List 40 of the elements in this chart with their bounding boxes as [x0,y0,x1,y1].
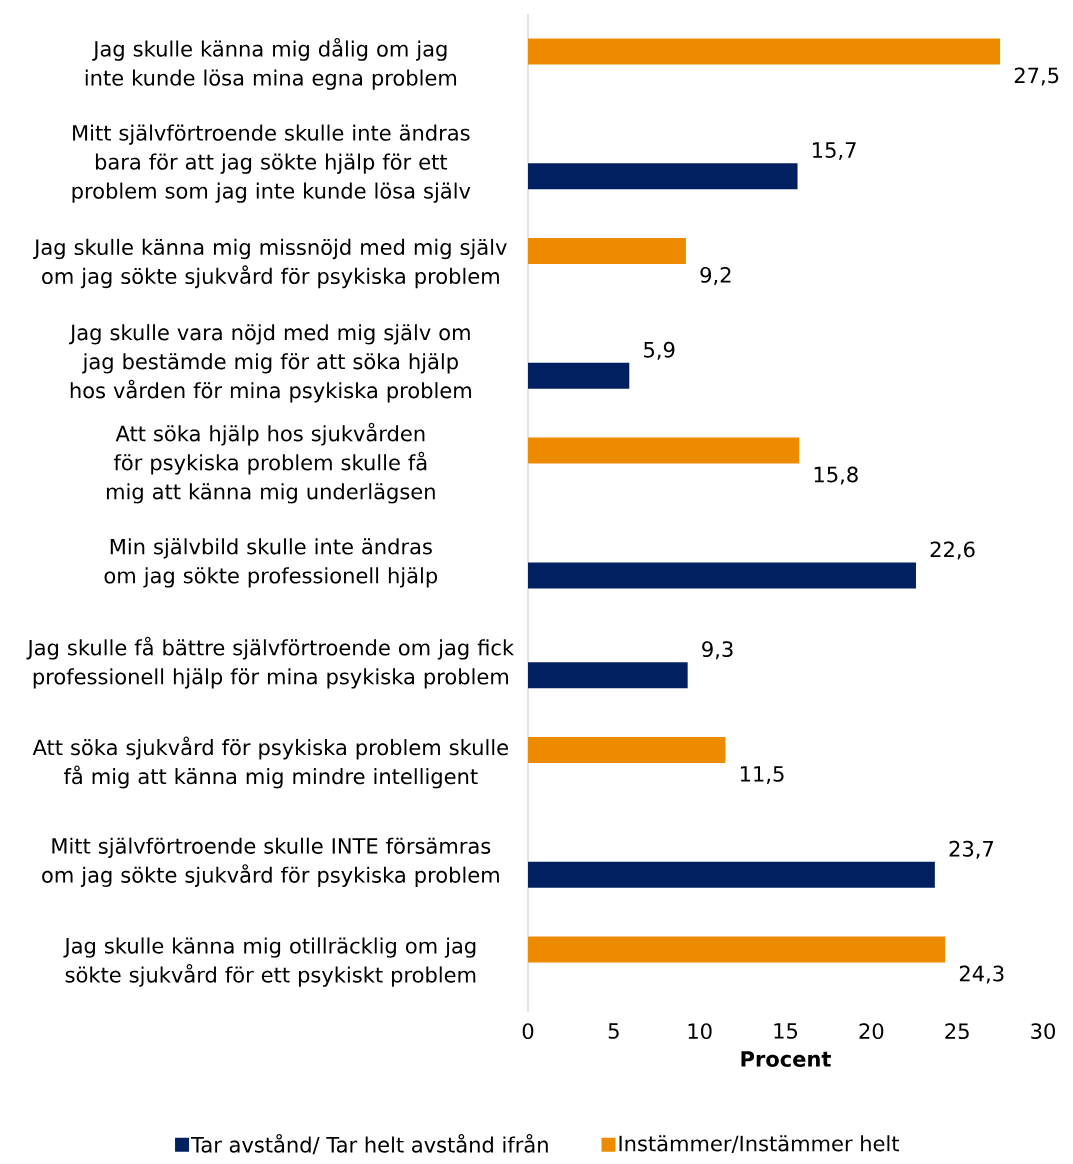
data-label: 15,8 [814,466,858,485]
y-tick-label: Mitt självförtroende skulle INTE försämras om jag sökte sjukvård för psykiska problem [42,837,499,887]
x-tick-label: 25 [945,1023,969,1040]
bar [528,437,800,464]
legend-label: Instämmer/Instämmer helt [619,1135,900,1154]
data-label: 9,3 [702,641,733,660]
bar [528,163,798,190]
bar [528,38,1001,65]
data-label: 22,6 [930,541,975,560]
x-tick-label: 5 [608,1023,619,1039]
bar [528,936,946,963]
y-tick-label: Att söka hjälp hos sjukvården för psykiska problem skulle få mig att känna mig underlägsen [106,422,435,504]
data-label: 9,2 [700,266,731,286]
data-label: 11,5 [740,766,784,784]
data-label: 23,7 [949,840,994,859]
x-tick-label: 15 [774,1023,798,1039]
data-label: 27,5 [1014,67,1059,86]
x-tick-label: 0 [522,1023,534,1040]
bar [528,238,686,264]
y-tick-label: Jag skulle vara nöjd med mig själv om jag bestämde mig för att söka hjälp hos vården för mina psykiska problem [69,324,471,403]
data-label: 24,3 [959,965,1004,984]
y-tick-label: Jag skulle få bättre självförtroende om jag fick professionell hjälp för mina psykiska problem [26,636,515,689]
x-axis-title: Procent [741,1051,831,1067]
bar [528,662,688,689]
y-tick-label: Jag skulle känna mig missnöjd med mig själv om jag sökte sjukvård för psykiska problem [33,238,507,289]
bar [528,861,935,888]
bar [528,562,916,589]
y-tick-label: Att söka sjukvård för psykiska problem skulle få mig att känna mig mindre intelligent [32,736,508,789]
y-tick-label: Mitt självförtroende skulle inte ändras bara för att jag sökte hjälp för ett problem som jag inte kunde lösa själv [72,124,471,203]
x-tick-label: 30 [1031,1023,1055,1040]
data-label: 5,9 [644,341,675,360]
legend-label: Tar avstånd/ Tar helt avstånd ifrån [190,1133,548,1155]
data-label: 15,7 [813,142,856,161]
y-tick-label: Jag skulle känna mig otillräcklig om jag sökte sjukvård för ett psykiskt problem [63,937,476,987]
y-tick-label: Min självbild skulle inte ändras om jag sökte professionell hjälp [104,538,438,588]
bar [528,362,630,389]
x-tick-label: 10 [688,1023,712,1040]
y-tick-label: Jag skulle känna mig dålig om jag inte kunde lösa mina egna problem [85,38,457,90]
x-tick-label: 20 [859,1023,884,1040]
bar [528,737,726,764]
